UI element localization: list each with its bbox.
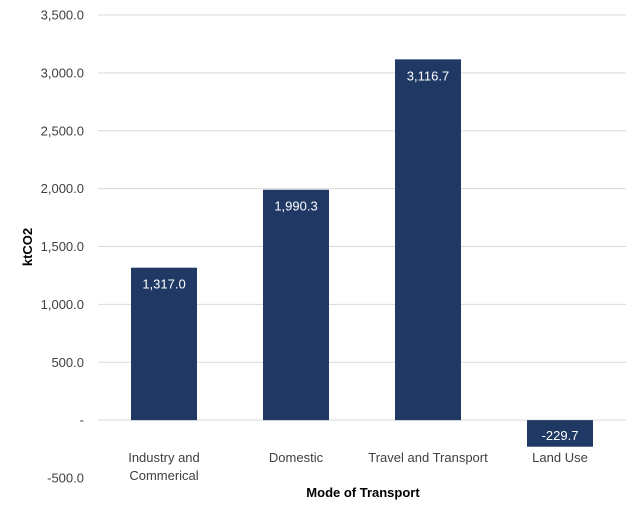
y-tick-label: 2,000.0: [41, 181, 84, 196]
bars: [131, 59, 593, 447]
y-tick-label: 2,500.0: [41, 123, 84, 138]
data-labels: 1,317.0 1,990.3 3,116.7 -229.7: [142, 68, 578, 443]
x-category-label: Industry and Commerical: [128, 450, 200, 483]
x-category-label: Land Use: [532, 450, 588, 465]
data-label: -229.7: [542, 428, 579, 443]
data-label: 1,317.0: [142, 277, 185, 292]
y-tick-label: 3,000.0: [41, 65, 84, 80]
bar: [131, 267, 197, 421]
data-label: 1,990.3: [274, 199, 317, 214]
bar: [395, 59, 461, 421]
data-label: 3,116.7: [407, 68, 449, 83]
y-tick-label: 3,500.0: [41, 8, 84, 23]
y-tick-label: 1,500.0: [41, 239, 84, 254]
x-category-label: Domestic: [269, 450, 324, 465]
bar: [527, 420, 593, 447]
y-tick-label: 500.0: [51, 355, 84, 370]
y-tick-label: -: [80, 413, 84, 428]
y-tick-label: -500.0: [47, 471, 84, 486]
bar: [263, 189, 329, 421]
x-axis-categories: Industry and Commerical Domestic Travel and…: [128, 450, 588, 483]
y-tick-label: 1,000.0: [41, 297, 84, 312]
x-category-label: Travel and Transport: [368, 450, 488, 465]
y-axis-title: ktCO2: [20, 228, 35, 266]
x-axis-title: Mode of Transport: [306, 485, 420, 500]
y-axis-ticks: -500.0-500.01,000.01,500.02,000.02,500.0…: [41, 8, 84, 486]
